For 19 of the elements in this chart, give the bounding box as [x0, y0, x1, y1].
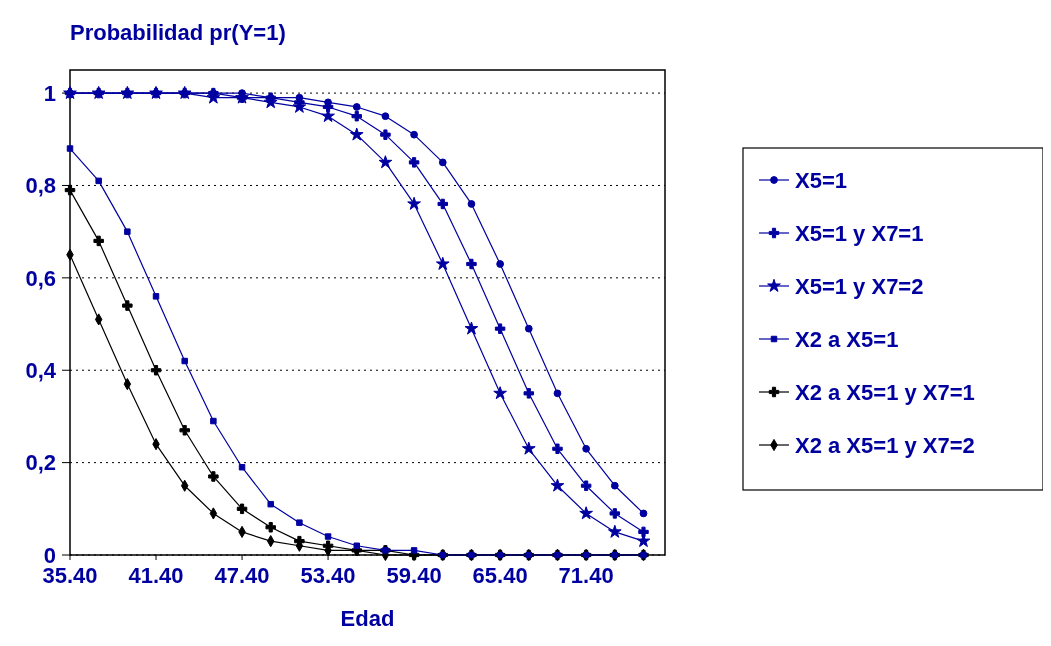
legend-label: X5=1 y X7=2	[795, 273, 924, 299]
y-tick-label: 0,8	[25, 173, 56, 199]
x-tick-label: 53.40	[300, 563, 356, 588]
x-tick-label: 65.40	[472, 563, 528, 588]
x-tick-label: 59.40	[386, 563, 442, 588]
x-axis-title: Edad	[340, 606, 395, 631]
legend-label: X2 a X5=1 y X7=1	[795, 379, 975, 405]
y-tick-label: 0,4	[25, 357, 57, 383]
y-tick-label: 1	[43, 80, 56, 106]
legend-label: X5=1	[795, 167, 847, 193]
y-tick-label: 0,6	[25, 265, 56, 291]
x-tick-label: 47.40	[214, 563, 270, 588]
x-tick-label: 41.40	[128, 563, 184, 588]
legend-label: X2 a X5=1	[795, 326, 899, 352]
y-tick-label: 0,2	[25, 450, 56, 476]
legend-label: X2 a X5=1 y X7=2	[795, 432, 975, 458]
legend-label: X5=1 y X7=1	[795, 220, 924, 246]
chart-title: Probabilidad pr(Y=1)	[70, 20, 286, 45]
x-tick-label: 71.40	[558, 563, 614, 588]
